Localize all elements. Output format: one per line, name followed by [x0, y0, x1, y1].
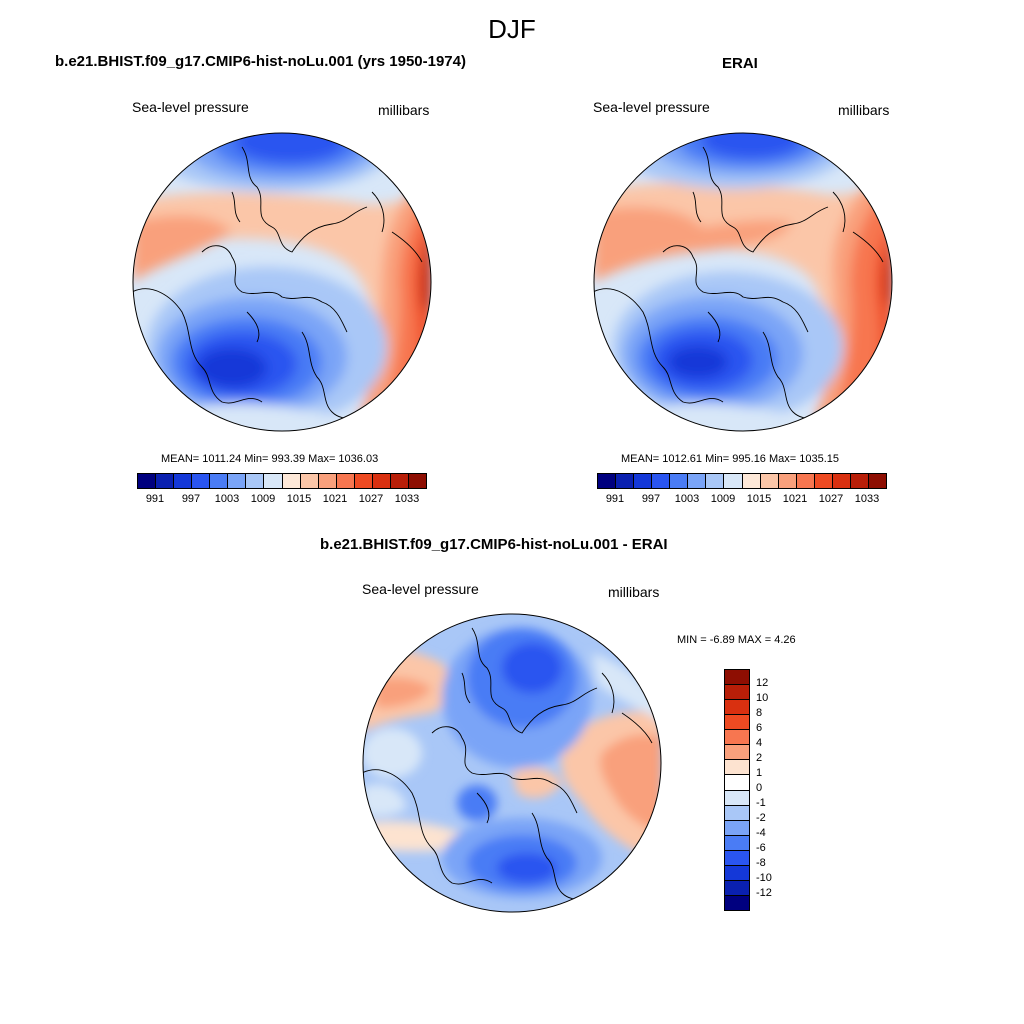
colorbar-tick-label: -1 [756, 797, 766, 809]
colorbar-swatch [598, 474, 617, 488]
colorbar-swatch [264, 474, 283, 488]
model-slp-map [132, 132, 432, 432]
colorbar-swatch [742, 474, 761, 488]
colorbar-swatch [814, 474, 833, 488]
colorbar-swatch [725, 895, 749, 910]
diff-stats: MIN = -6.89 MAX = 4.26 [677, 634, 796, 646]
colorbar-swatch [725, 850, 749, 866]
colorbar-tick-label: 1009 [710, 493, 736, 505]
colorbar-tick-label: 1033 [394, 493, 420, 505]
colorbar-swatch [354, 474, 373, 488]
model-units-label: millibars [378, 102, 430, 118]
model-panel-title: b.e21.BHIST.f09_g17.CMIP6-hist-noLu.001 … [55, 53, 466, 70]
colorbar-swatch [725, 715, 749, 731]
colorbar-tick-label: 6 [756, 722, 763, 734]
colorbar-swatch [652, 474, 671, 488]
colorbar-swatch [850, 474, 869, 488]
colorbar-swatch [616, 474, 635, 488]
colorbar-swatch [724, 474, 743, 488]
colorbar-swatch [725, 700, 749, 716]
colorbar-swatch [228, 474, 247, 488]
figure-title: DJF [488, 14, 536, 44]
colorbar-swatch [156, 474, 175, 488]
colorbar-swatch [408, 474, 426, 488]
colorbar-tick-label: -6 [756, 842, 766, 854]
colorbar-tick-label: 991 [145, 493, 165, 505]
colorbar-tick-label: 1027 [818, 493, 844, 505]
colorbar-swatch [725, 775, 749, 791]
colorbar-tick-label: 1003 [674, 493, 700, 505]
colorbar-swatch [725, 730, 749, 746]
obs-colorbar [597, 473, 887, 489]
colorbar-tick-label: 1003 [214, 493, 240, 505]
colorbar-swatch [318, 474, 337, 488]
obs-panel-title: ERAI [722, 55, 758, 72]
colorbar-tick-label: 991 [605, 493, 625, 505]
colorbar-swatch [138, 474, 157, 488]
diff-slp-map [362, 613, 662, 913]
colorbar-swatch [796, 474, 815, 488]
model-variable-label: Sea-level pressure [132, 99, 249, 115]
colorbar-tick-label: 12 [756, 677, 769, 689]
colorbar-tick-label: 997 [641, 493, 661, 505]
colorbar-swatch [688, 474, 707, 488]
colorbar-tick-label: -12 [756, 887, 772, 899]
colorbar-swatch [725, 805, 749, 821]
colorbar-swatch [725, 835, 749, 851]
colorbar-tick-label: 4 [756, 737, 763, 749]
obs-stats: MEAN= 1012.61 Min= 995.16 Max= 1035.15 [621, 453, 840, 465]
colorbar-tick-label: 1009 [250, 493, 276, 505]
model-stats: MEAN= 1011.24 Min= 993.39 Max= 1036.03 [161, 453, 379, 465]
colorbar-swatch [725, 760, 749, 776]
model-colorbar [137, 473, 427, 489]
colorbar-swatch [246, 474, 265, 488]
colorbar-tick-label: 1 [756, 767, 763, 779]
colorbar-swatch [670, 474, 689, 488]
diff-variable-label: Sea-level pressure [362, 581, 479, 597]
diff-panel-title: b.e21.BHIST.f09_g17.CMIP6-hist-noLu.001 … [320, 536, 668, 553]
colorbar-tick-label: -8 [756, 857, 766, 869]
colorbar-tick-label: 2 [756, 752, 763, 764]
colorbar-swatch [725, 880, 749, 896]
colorbar-tick-label: 1015 [746, 493, 772, 505]
colorbar-swatch [832, 474, 851, 488]
colorbar-swatch [725, 745, 749, 761]
colorbar-swatch [725, 865, 749, 881]
colorbar-swatch [725, 670, 749, 686]
colorbar-swatch [706, 474, 725, 488]
colorbar-swatch [725, 790, 749, 806]
colorbar-swatch [390, 474, 409, 488]
colorbar-tick-label: 1027 [358, 493, 384, 505]
colorbar-swatch [868, 474, 886, 488]
diff-colorbar [724, 669, 750, 911]
colorbar-swatch [192, 474, 211, 488]
colorbar-swatch [282, 474, 301, 488]
colorbar-tick-label: 997 [181, 493, 201, 505]
colorbar-tick-label: 0 [756, 782, 763, 794]
colorbar-tick-label: -2 [756, 812, 766, 824]
obs-slp-map [593, 132, 893, 432]
colorbar-swatch [336, 474, 355, 488]
colorbar-swatch [760, 474, 779, 488]
colorbar-tick-label: 10 [756, 692, 769, 704]
colorbar-swatch [210, 474, 229, 488]
obs-units-label: millibars [838, 102, 890, 118]
diff-units-label: millibars [608, 584, 660, 600]
colorbar-swatch [372, 474, 391, 488]
colorbar-swatch [725, 685, 749, 701]
colorbar-swatch [725, 820, 749, 836]
colorbar-tick-label: -4 [756, 827, 766, 839]
colorbar-swatch [174, 474, 193, 488]
colorbar-tick-label: 1033 [854, 493, 880, 505]
colorbar-swatch [778, 474, 797, 488]
obs-variable-label: Sea-level pressure [593, 99, 710, 115]
colorbar-tick-label: 1021 [322, 493, 348, 505]
colorbar-tick-label: 1021 [782, 493, 808, 505]
colorbar-tick-label: -10 [756, 872, 772, 884]
colorbar-swatch [300, 474, 319, 488]
colorbar-tick-label: 8 [756, 707, 763, 719]
colorbar-tick-label: 1015 [286, 493, 312, 505]
colorbar-swatch [634, 474, 653, 488]
